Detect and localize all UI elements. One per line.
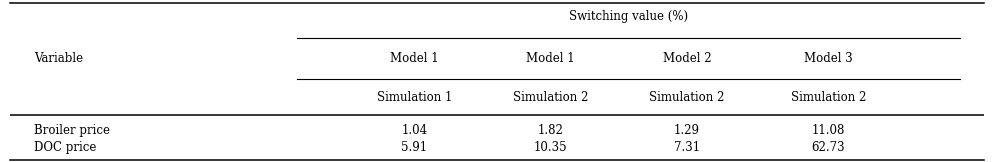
- Text: 1.82: 1.82: [538, 124, 564, 137]
- Text: Model 2: Model 2: [663, 52, 712, 65]
- Text: DOC price: DOC price: [34, 141, 96, 154]
- Text: Simulation 2: Simulation 2: [790, 91, 866, 104]
- Text: 10.35: 10.35: [534, 141, 568, 154]
- Text: Model 3: Model 3: [804, 52, 853, 65]
- Text: 5.91: 5.91: [402, 141, 427, 154]
- Text: Switching value (%): Switching value (%): [569, 10, 688, 23]
- Text: 1.29: 1.29: [674, 124, 700, 137]
- Text: Simulation 2: Simulation 2: [513, 91, 588, 104]
- Text: Simulation 1: Simulation 1: [377, 91, 452, 104]
- Text: Broiler price: Broiler price: [34, 124, 110, 137]
- Text: 11.08: 11.08: [811, 124, 845, 137]
- Text: Model 1: Model 1: [526, 52, 575, 65]
- Text: Simulation 2: Simulation 2: [649, 91, 725, 104]
- Text: Variable: Variable: [34, 52, 83, 65]
- Text: 7.31: 7.31: [674, 141, 700, 154]
- Text: Model 1: Model 1: [390, 52, 438, 65]
- Text: 62.73: 62.73: [811, 141, 845, 154]
- Text: 1.04: 1.04: [402, 124, 427, 137]
